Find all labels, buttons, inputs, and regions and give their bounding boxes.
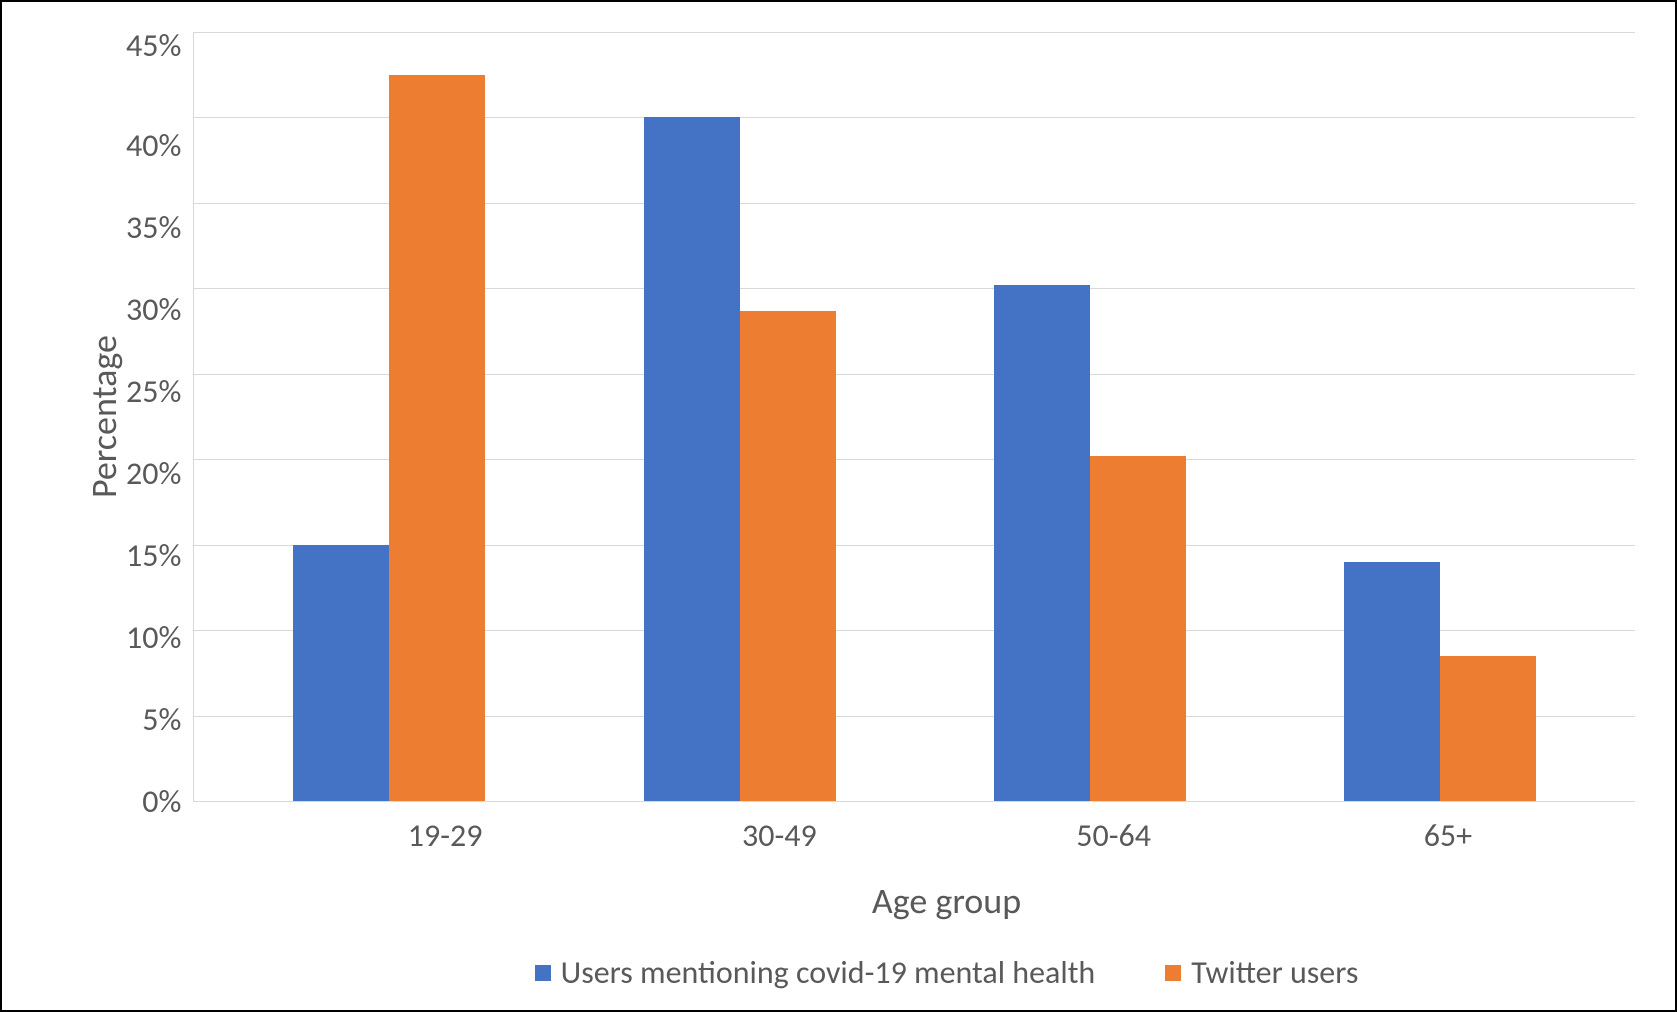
bars-layer <box>194 32 1635 801</box>
y-tick: 40% <box>126 130 181 162</box>
y-tick: 20% <box>126 458 181 490</box>
y-tick: 5% <box>142 704 181 736</box>
y-tick: 0% <box>142 786 181 818</box>
legend-label: Twitter users <box>1191 953 1358 992</box>
bar <box>293 545 389 801</box>
chart-container: Percentage 45%40%35%30%25%20%15%10%5%0% … <box>0 0 1677 1012</box>
bar-group <box>915 32 1265 801</box>
bar <box>994 285 1090 801</box>
legend-item: Users mentioning covid-19 mental health <box>535 953 1096 992</box>
y-axis-label: Percentage <box>72 32 126 802</box>
bar <box>644 117 740 801</box>
y-axis-ticks: 45%40%35%30%25%20%15%10%5%0% <box>126 32 193 802</box>
bar-group <box>214 32 564 801</box>
legend-item: Twitter users <box>1165 953 1358 992</box>
x-axis-label: Age group <box>258 879 1635 923</box>
legend-swatch <box>535 965 551 981</box>
x-tick: 30-49 <box>612 816 946 855</box>
y-tick: 10% <box>126 622 181 654</box>
plot-wrapper: Percentage 45%40%35%30%25%20%15%10%5%0% <box>72 32 1635 802</box>
bar-group <box>564 32 914 801</box>
y-tick: 25% <box>126 376 181 408</box>
x-axis-ticks: 19-2930-4950-6465+ <box>258 802 1635 855</box>
bar <box>740 311 836 801</box>
legend: Users mentioning covid-19 mental health T… <box>258 953 1635 992</box>
bar <box>1344 562 1440 801</box>
bar-group <box>1265 32 1615 801</box>
bar <box>389 75 485 801</box>
legend-label: Users mentioning covid-19 mental health <box>561 953 1096 992</box>
bar <box>1440 656 1536 801</box>
y-tick: 30% <box>126 294 181 326</box>
bar <box>1090 456 1186 801</box>
x-tick: 19-29 <box>278 816 612 855</box>
x-tick: 65+ <box>1281 816 1615 855</box>
x-tick: 50-64 <box>947 816 1281 855</box>
y-tick: 35% <box>126 212 181 244</box>
y-tick: 15% <box>126 540 181 572</box>
plot-area <box>193 32 1635 802</box>
legend-swatch <box>1165 965 1181 981</box>
y-tick: 45% <box>126 30 181 62</box>
